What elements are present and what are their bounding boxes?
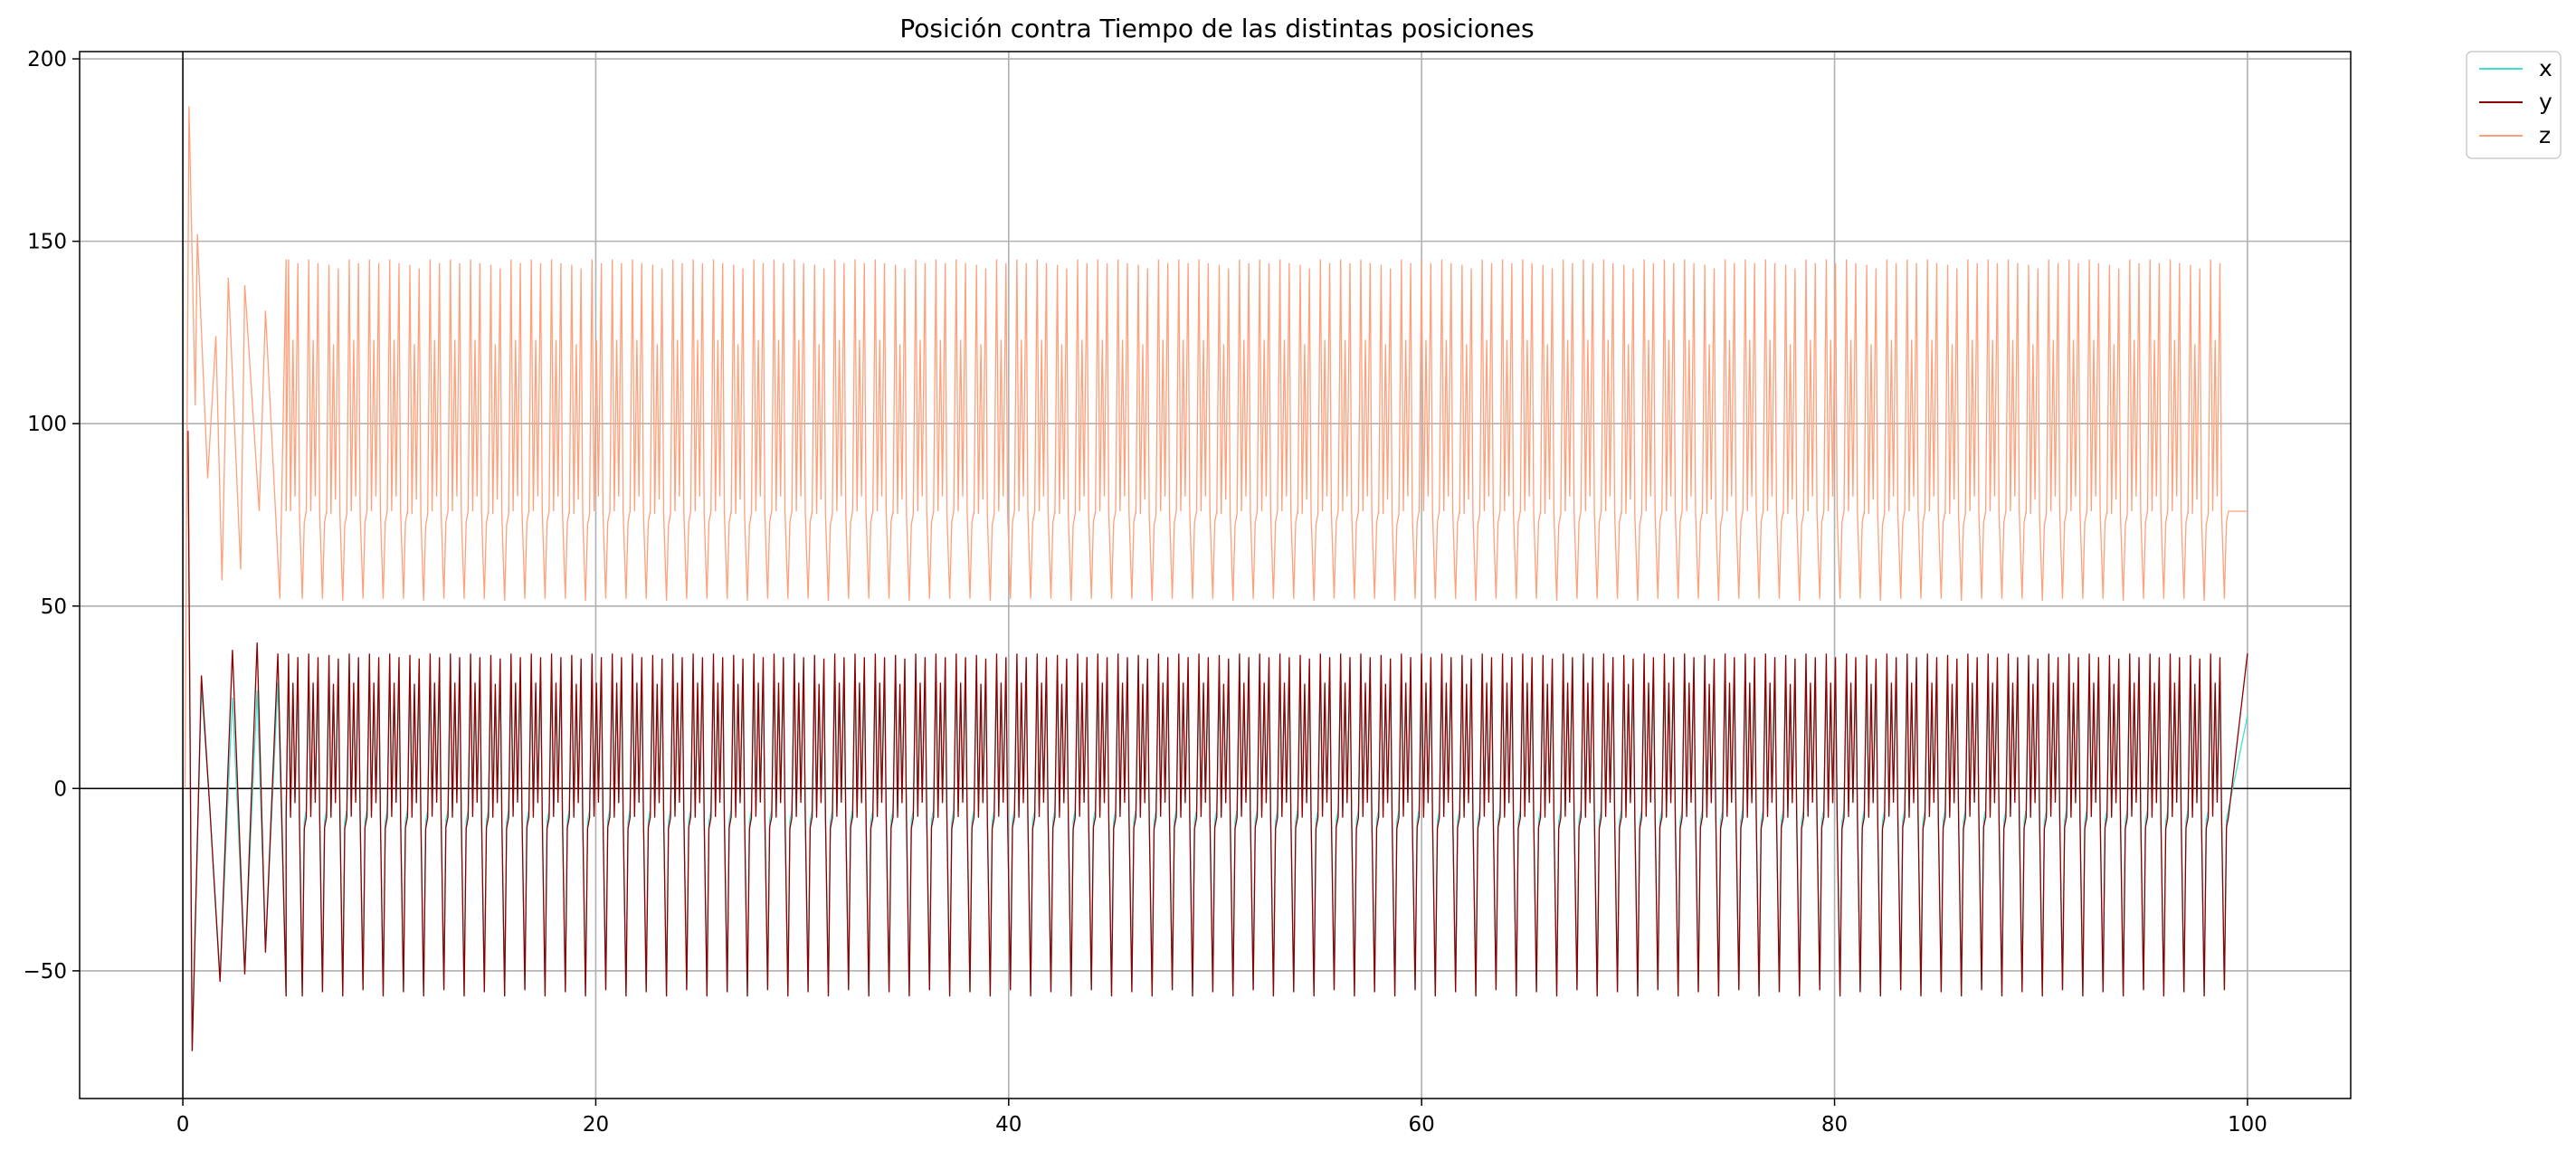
legend: xyz xyxy=(2466,51,2562,159)
y-axis-ticks: −50 0 50 100 150 200 xyxy=(23,48,80,984)
y-tick-label: 50 xyxy=(41,595,67,619)
x-tick-label: 100 xyxy=(2228,1113,2267,1137)
reference-lines xyxy=(80,52,2351,1099)
legend-label-z: z xyxy=(2539,122,2551,148)
x-tick-label: 40 xyxy=(995,1113,1022,1137)
legend-box xyxy=(2466,51,2562,159)
x-axis-ticks: 0 20 40 60 80 100 xyxy=(176,1099,2267,1137)
legend-label-x: x xyxy=(2539,55,2552,81)
legend-label-y: y xyxy=(2539,89,2552,115)
plot-frame xyxy=(79,51,2352,1099)
grid xyxy=(80,52,2351,1099)
y-tick-label: 150 xyxy=(27,231,67,254)
series-y-line xyxy=(187,431,2248,1051)
x-tick-label: 60 xyxy=(1409,1113,1435,1137)
y-tick-label: 0 xyxy=(53,777,67,801)
series-z-line xyxy=(184,106,2248,789)
y-tick-label: 200 xyxy=(27,48,67,71)
x-tick-label: 80 xyxy=(1821,1113,1848,1137)
y-tick-label: 100 xyxy=(27,413,67,436)
y-tick-label: −50 xyxy=(23,960,67,984)
x-tick-label: 20 xyxy=(583,1113,609,1137)
chart-title: Posición contra Tiempo de las distintas … xyxy=(899,14,1534,43)
plot-lines xyxy=(184,106,2248,1051)
x-tick-label: 0 xyxy=(176,1113,190,1137)
